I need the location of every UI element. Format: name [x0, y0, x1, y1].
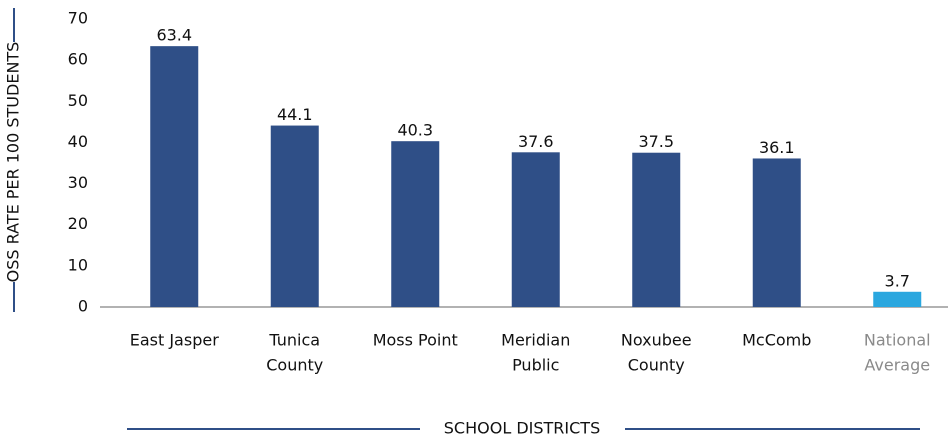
y-tick-label: 30: [68, 173, 88, 192]
bar: [632, 152, 681, 307]
x-tick-label: McComb: [742, 331, 811, 350]
y-tick-label: 70: [68, 9, 88, 28]
value-label: 37.5: [638, 132, 674, 151]
x-tick-label: East Jasper: [130, 331, 219, 350]
x-tick-label: County: [266, 356, 323, 375]
bar: [150, 46, 199, 307]
value-label: 36.1: [759, 138, 795, 157]
y-tick-label: 60: [68, 50, 88, 69]
x-tick-label: Meridian: [501, 331, 570, 350]
value-label: 40.3: [397, 121, 433, 140]
x-tick-label: Public: [512, 356, 559, 375]
x-tick-label: Moss Point: [373, 331, 458, 350]
bar: [873, 291, 922, 307]
x-axis-label: SCHOOL DISTRICTS: [444, 419, 600, 438]
bar: [752, 158, 801, 307]
bar: [270, 125, 319, 307]
x-tick-label: Noxubee: [621, 331, 692, 350]
value-label: 44.1: [277, 105, 313, 124]
y-tick-label: 10: [68, 255, 88, 274]
x-tick-label: Average: [864, 356, 930, 375]
value-label: 37.6: [518, 132, 554, 151]
bar: [511, 152, 560, 307]
y-tick-label: 40: [68, 132, 88, 151]
value-label: 63.4: [156, 26, 192, 45]
bar: [391, 141, 440, 307]
y-tick-label: 0: [78, 297, 88, 316]
value-label: 3.7: [885, 271, 910, 290]
x-tick-label: National: [864, 331, 931, 350]
x-tick-label: Tunica: [268, 331, 320, 350]
y-tick-label: 20: [68, 214, 88, 233]
y-tick-label: 50: [68, 91, 88, 110]
x-tick-label: County: [628, 356, 685, 375]
y-axis-label: OSS RATE PER 100 STUDENTS: [4, 42, 23, 283]
